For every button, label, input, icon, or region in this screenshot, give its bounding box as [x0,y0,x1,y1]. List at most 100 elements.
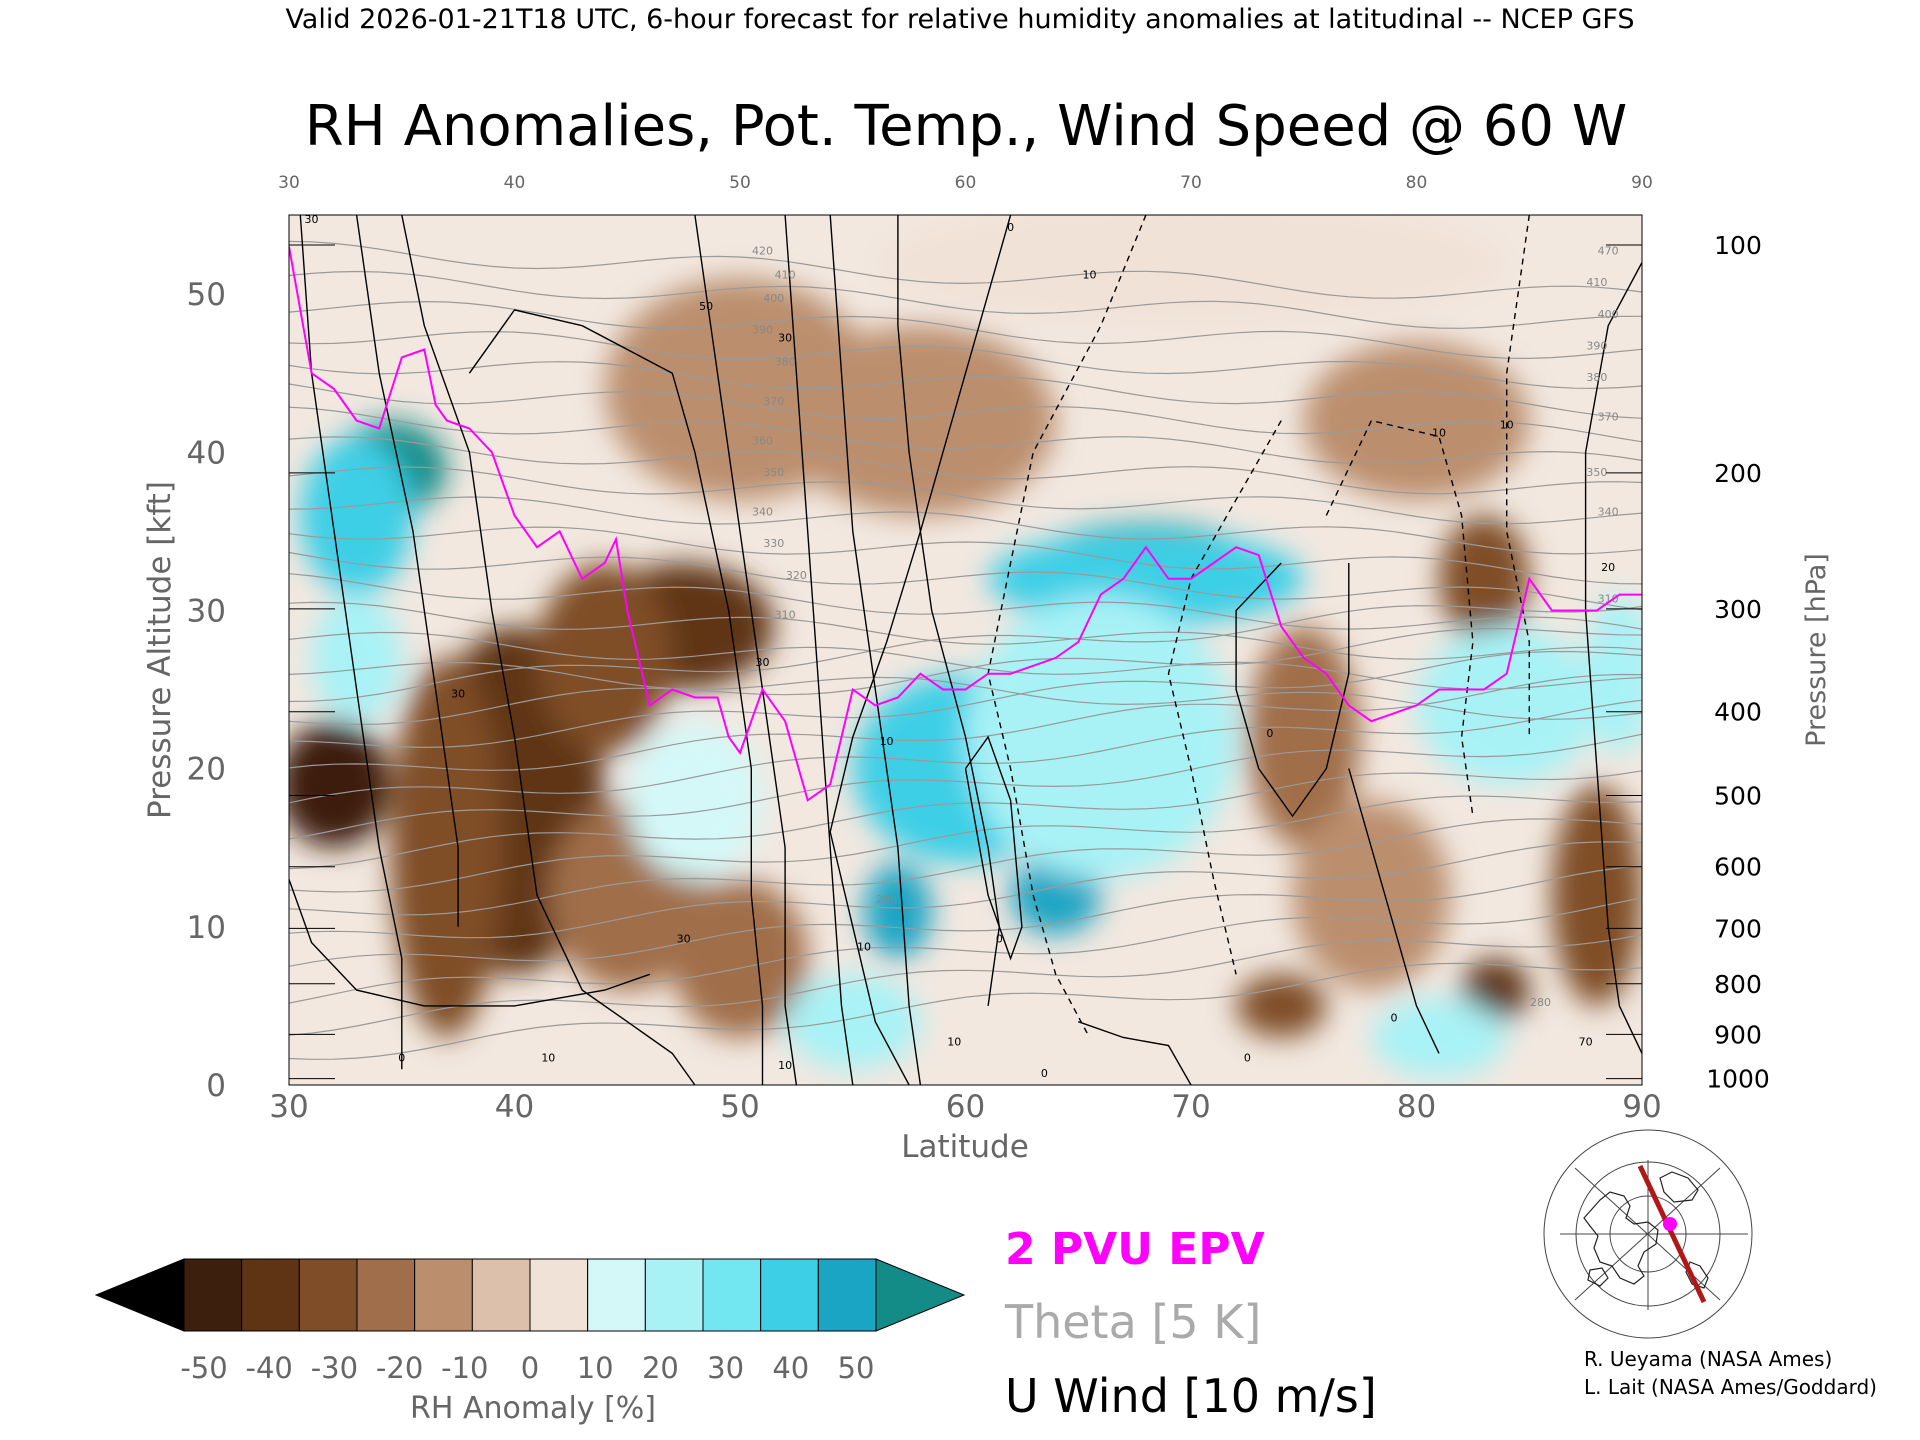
map-coastlines [1583,1171,1709,1289]
theta-contour [289,962,1642,1060]
rh-anomaly-region [864,863,932,959]
u-wind-contour [1078,1021,1192,1085]
theta-contour [289,733,1642,840]
theta-contour [289,865,1642,967]
theta-contour [289,897,1642,1004]
contour-label: 380 [1586,371,1607,384]
rh-anomaly-region [627,721,763,880]
contour-label: 10 [541,1051,555,1064]
colorbar-swatch [817,1258,877,1332]
contour-label: 330 [763,537,784,550]
top-tick-labels: 30 40 50 60 70 80 90 [278,173,1653,193]
y-tick-label: 40 [187,435,226,471]
rh-anomaly-region [300,436,414,595]
contour-label: 320 [786,569,807,582]
map-cross-section-line [1637,1164,1707,1304]
theta-contour [289,406,1642,465]
contour-label: 30 [305,213,319,226]
x-tick-label: 70 [1171,1089,1210,1125]
theta-contour [289,466,1642,525]
legend-u-wind: U Wind [10 m/s] [1005,1369,1377,1423]
colorbar-label: RH Anomaly [%] [410,1391,656,1426]
theta-contour [289,436,1642,495]
rh-anomaly-region [1439,515,1530,643]
colorbar-tick-label: -10 [441,1351,488,1385]
x-tick-label: 60 [946,1089,985,1125]
contour-label: 400 [1598,308,1619,321]
contour-label: 10 [1432,426,1446,439]
y-axis-label-right: Pressure [hPa] [1801,553,1832,747]
u-wind-contour [1584,262,1642,1054]
contour-label: 0 [1266,727,1273,740]
rh-anomaly-region [311,594,402,722]
rh-anomaly-region [1585,594,1642,753]
y-tick-label: 30 [187,593,226,629]
plot-area: 30 30 50 30 30 10 10 10 0 0 10 10 10 0 0 10 0 30 10 0 0 70 420… [289,213,1642,1085]
colorbar-swatch [414,1258,473,1332]
colorbar-swatch [760,1258,819,1332]
colorbar-above-arrow [875,1258,966,1332]
contour-label: 10 [1500,419,1514,432]
credit-line-1: R. Ueyama (NASA Ames) [1584,1347,1832,1371]
legend-epv: 2 PVU EPV [1005,1224,1265,1275]
rh-anomaly-region [1416,626,1597,785]
pressure-tick-labels: 100 200 300 400 500 600 700 800 900 1000 [1706,231,1770,1094]
rh-anomaly-region [1236,974,1327,1038]
pressure-tick-label: 900 [1714,1020,1762,1049]
colorbar-tick-label: 20 [642,1351,679,1385]
u-wind-contour [897,215,1001,1006]
valid-line: Valid 2026-01-21T18 UTC, 6-hour forecast… [285,4,1634,35]
credit-line-2: L. Lait (NASA Ames/Goddard) [1584,1375,1877,1399]
x-tick-label: 30 [269,1089,308,1125]
pressure-tick-label: 1000 [1706,1065,1770,1094]
x-tick-label: 90 [1622,1089,1661,1125]
top-tick-label: 70 [1180,173,1202,193]
y-tick-labels: 0 10 20 30 40 50 [187,277,226,1104]
contour-label: 20 [1601,561,1615,574]
theta-contour [289,699,1642,804]
colorbar-tick-label: 40 [772,1351,809,1385]
rh-anomaly-region [1292,800,1451,991]
contour-label: 370 [1598,411,1619,424]
u-wind-contour [829,215,922,1085]
theta-contour [289,661,1642,720]
legend-theta: Theta [5 K] [1004,1295,1261,1349]
contour-label: 390 [752,324,773,337]
epv-2pvu-line [289,246,1642,802]
rh-anomaly-region [785,974,921,1070]
pressure-tick-label: 100 [1714,231,1762,260]
contour-label: 0 [996,933,1003,946]
theta-contour [289,841,1642,939]
contour-label: 420 [752,245,773,258]
theta-contour [289,934,1642,1036]
y-tick-label: 20 [187,752,226,788]
contour-label: 0 [398,1051,405,1064]
u-wind-contour [401,215,696,1085]
colorbar-tick-label: 50 [838,1351,875,1385]
colorbar-tick-label: -40 [246,1351,293,1385]
contour-label: 360 [752,434,773,447]
colorbar [94,1258,966,1332]
colorbar-tick-label: 30 [707,1351,744,1385]
colorbar-swatch [471,1258,531,1332]
u-wind-contour [1348,768,1440,1054]
u-wind-contour-negative [1325,419,1474,817]
contour-label: 410 [1586,276,1607,289]
y-tick-label: 0 [206,1068,226,1104]
contour-label: 50 [699,300,713,313]
plot-frame [288,214,1643,1086]
rh-anomaly-region [1371,997,1507,1078]
map-cross-section-point [1663,1217,1677,1231]
top-tick-label: 30 [278,173,300,193]
theta-contour [289,631,1642,690]
theta-contour [289,818,1642,916]
contour-label: 70 [1579,1035,1593,1048]
u-wind-contour [468,309,764,1085]
contour-label: 0 [1041,1067,1048,1080]
pressure-tick-label: 300 [1714,595,1762,624]
contour-label: 410 [775,268,796,281]
u-wind-contour [1235,562,1350,818]
theta-contour [289,526,1642,585]
